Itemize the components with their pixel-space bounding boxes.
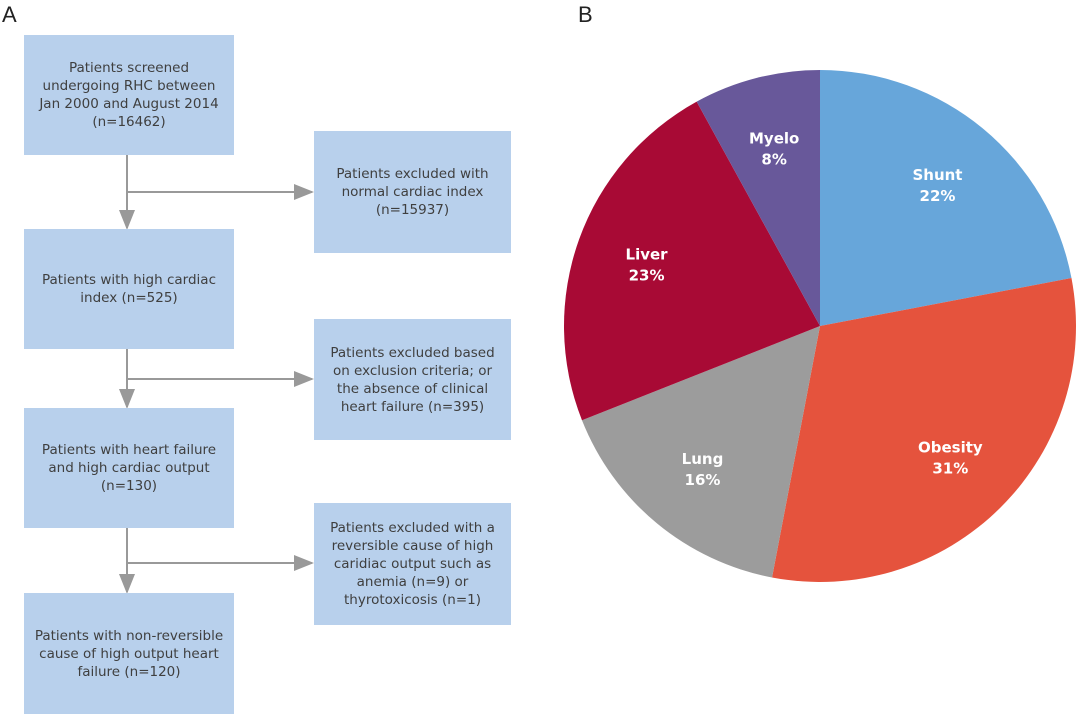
flow-box-heart-failure: Patients with heart failure and high car… [24,408,234,528]
exclusion-box-reversible: Patients excluded with a reversible caus… [314,503,511,625]
pie-slice-lung [581,326,820,578]
pie-label-obesity: Obesity [918,438,983,456]
pie-slice-obesity [772,278,1076,582]
pie-value-obesity: 31% [932,459,968,477]
flow-box-non-reversible: Patients with non-reversible cause of hi… [24,593,234,714]
panel-label-a: A [2,2,17,27]
pie-label-myelo: Myelo [749,129,799,147]
pie-value-myelo: 8% [761,150,786,168]
pie-value-shunt: 22% [920,187,956,205]
flow-box-screened: Patients screened undergoing RHC between… [24,35,234,155]
pie-label-liver: Liver [626,246,669,264]
pie-value-liver: 23% [629,267,665,285]
flow-box-high-cardiac-index: Patients with high cardiac index (n=525) [24,229,234,349]
pie-slice-liver [564,101,820,421]
pie-value-lung: 16% [685,471,721,489]
pie-slice-myelo [696,70,820,326]
panel-label-b: B [578,2,593,27]
pie-slice-shunt [820,70,1072,326]
exclusion-box-criteria: Patients excluded based on exclusion cri… [314,319,511,440]
pie-label-shunt: Shunt [912,166,962,184]
exclusion-box-normal-ci: Patients excluded with normal cardiac in… [314,131,511,253]
pie-label-lung: Lung [682,450,724,468]
